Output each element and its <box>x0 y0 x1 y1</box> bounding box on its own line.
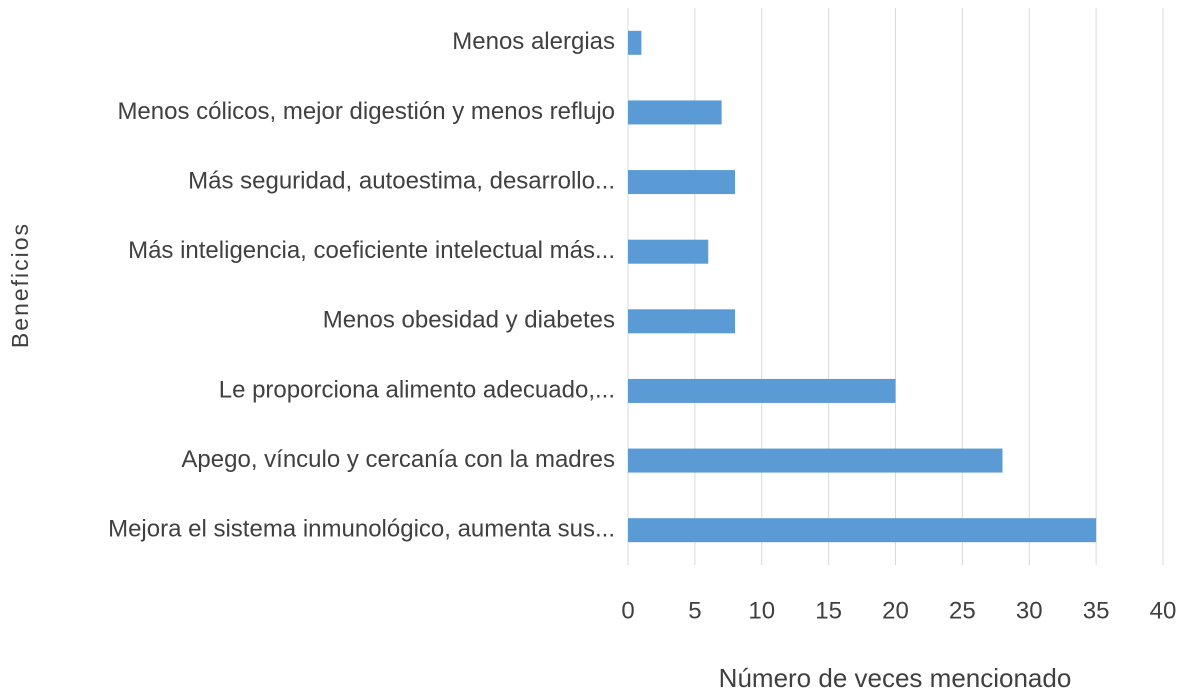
y-tick-label: Apego, vínculo y cercanía con la madres <box>181 446 615 473</box>
y-tick-label: Menos obesidad y diabetes <box>323 307 615 334</box>
x-tick-label: 30 <box>1016 597 1043 624</box>
x-tick-label: 15 <box>815 597 842 624</box>
y-tick-label: Más seguridad, autoestima, desarrollo... <box>188 167 615 194</box>
x-tick-label: 40 <box>1150 597 1177 624</box>
x-tick-label: 5 <box>688 597 701 624</box>
y-tick-label: Le proporciona alimento adecuado,... <box>219 376 615 403</box>
x-tick-label: 25 <box>949 597 976 624</box>
y-tick-label: Menos alergias <box>452 28 615 55</box>
bar <box>628 378 896 403</box>
x-tick-label: 20 <box>882 597 909 624</box>
bar <box>628 170 735 195</box>
y-tick-label: Más inteligencia, coeficiente intelectua… <box>128 237 615 264</box>
y-tick-label: Mejora el sistema inmunológico, aumenta … <box>108 516 615 543</box>
bar <box>628 239 709 264</box>
x-tick-label: 10 <box>748 597 775 624</box>
bar <box>628 518 1097 543</box>
bar <box>628 30 642 55</box>
bar <box>628 100 722 125</box>
bar <box>628 448 1003 473</box>
x-tick-label: 35 <box>1083 597 1110 624</box>
y-tick-label: Menos cólicos, mejor digestión y menos r… <box>117 98 615 125</box>
y-axis-label: Beneficios <box>7 222 33 348</box>
bar <box>628 309 735 334</box>
x-tick-label: 0 <box>621 597 634 624</box>
x-axis-label: Número de veces mencionado <box>719 663 1072 693</box>
